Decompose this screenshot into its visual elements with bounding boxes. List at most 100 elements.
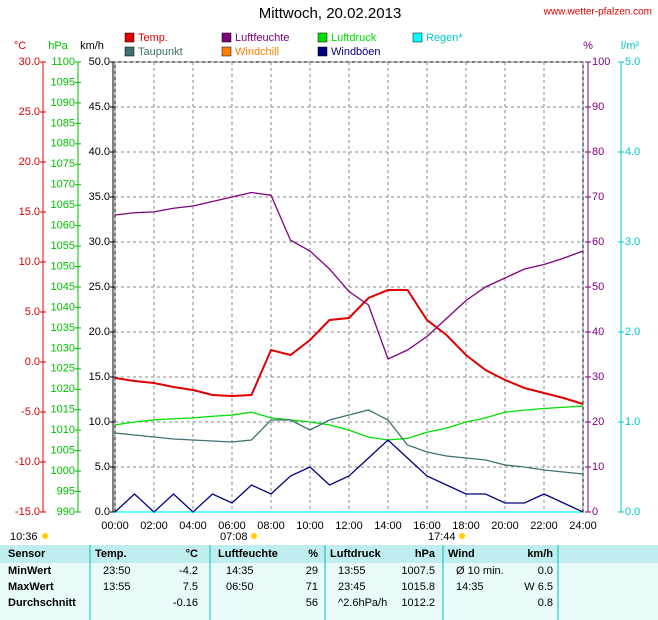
y-tick-label: 30.0 [89, 236, 110, 248]
series-line [114, 439, 584, 513]
table-header: Luftdruck [330, 548, 382, 560]
x-tick-label: 00:00 [101, 520, 129, 532]
table-header-bg [0, 545, 658, 563]
x-tick-label: 06:00 [218, 520, 246, 532]
y-tick-label: 5.0 [25, 306, 40, 318]
y-tick-label: 1.0 [625, 416, 640, 428]
y-tick-label: 20.0 [89, 326, 110, 338]
y-tick-label: 3.0 [625, 236, 640, 248]
y-tick-label: 1045 [51, 281, 75, 293]
table-header: Temp. [95, 548, 127, 560]
y-tick-label: 1015 [51, 404, 75, 416]
x-tick-label: 16:00 [413, 520, 441, 532]
x-tick-label: 12:00 [335, 520, 363, 532]
y-tick-label: 60 [592, 236, 604, 248]
source: www.wetter-pfalzen.com [543, 7, 652, 18]
y-tick-label: 25.0 [19, 106, 40, 118]
legend-swatch [412, 32, 423, 43]
y-tick-label: 40 [592, 326, 604, 338]
axis-unit: l/m² [621, 40, 640, 52]
table-cell: 29 [306, 565, 318, 577]
y-tick-label: 1065 [51, 199, 75, 211]
y-tick-label: 4.0 [625, 146, 640, 158]
table-cell: MinWert [8, 565, 52, 577]
y-tick-label: 80 [592, 146, 604, 158]
y-tick-label: -10.0 [15, 456, 40, 468]
y-tick-label: 1090 [51, 97, 75, 109]
x-tick-label: 04:00 [179, 520, 207, 532]
x-tick-label: 14:00 [374, 520, 402, 532]
y-tick-label: 35.0 [89, 191, 110, 203]
y-tick-label: 25.0 [89, 281, 110, 293]
legend-swatch [221, 32, 232, 43]
table-header: km/h [527, 548, 553, 560]
y-tick-label: 50.0 [89, 56, 110, 68]
sunrise: 07:08 [220, 531, 248, 543]
table-header: Luftfeuchte [218, 548, 278, 560]
series-line [114, 191, 584, 360]
y-tick-label: 0.0 [95, 506, 110, 518]
table-header: Sensor [8, 548, 46, 560]
table-cell: 14:35 [456, 581, 484, 593]
axis-unit: km/h [80, 40, 104, 52]
legend-swatch [221, 46, 232, 57]
table-header: Wind [448, 548, 475, 560]
sunset: 17:44 [428, 531, 456, 543]
table-cell: 71 [306, 581, 318, 593]
y-tick-label: 0.0 [625, 506, 640, 518]
y-tick-label: 15.0 [19, 206, 40, 218]
series-line [114, 289, 584, 405]
y-tick-label: 5.0 [625, 56, 640, 68]
table-cell: Ø 10 min. [456, 565, 504, 577]
y-tick-label: 1035 [51, 322, 75, 334]
table-header: °C [186, 548, 198, 560]
y-tick-label: 1000 [51, 465, 75, 477]
y-tick-label: 2.0 [625, 326, 640, 338]
table-cell: 1007.5 [401, 565, 435, 577]
table-header: hPa [415, 548, 436, 560]
y-tick-label: 1010 [51, 424, 75, 436]
axis-unit: hPa [48, 40, 68, 52]
sun-icon [459, 533, 465, 539]
table-cell: -4.2 [179, 565, 198, 577]
y-tick-label: 50 [592, 281, 604, 293]
table-cell: 06:50 [226, 581, 254, 593]
series-line [114, 405, 584, 441]
legend-label: Temp. [138, 32, 168, 44]
table-cell: ^2.6hPa/h [338, 597, 387, 609]
y-tick-label: 1080 [51, 138, 75, 150]
legend-label: Luftfeuchte [235, 32, 289, 44]
table-cell: 56 [306, 597, 318, 609]
legend-swatch [124, 32, 135, 43]
table-cell: 0.0 [538, 565, 553, 577]
y-tick-label: 30 [592, 371, 604, 383]
x-tick-label: 18:00 [452, 520, 480, 532]
y-tick-label: 20 [592, 416, 604, 428]
y-tick-label: 990 [57, 506, 75, 518]
x-tick-label: 10:00 [296, 520, 324, 532]
x-tick-label: 02:00 [140, 520, 168, 532]
now-time: 10:36 [10, 531, 38, 543]
y-tick-label: 10 [592, 461, 604, 473]
x-tick-label: 24:00 [569, 520, 597, 532]
y-tick-label: 1055 [51, 240, 75, 252]
y-tick-label: 1030 [51, 342, 75, 354]
legend-label: Windchill [235, 46, 279, 58]
legend-label: Windböen [331, 46, 381, 58]
y-tick-label: 70 [592, 191, 604, 203]
sun-icon [42, 533, 48, 539]
y-tick-label: 1100 [51, 56, 75, 68]
table-cell: 14:35 [226, 565, 254, 577]
y-tick-label: 1060 [51, 220, 75, 232]
y-tick-label: 90 [592, 101, 604, 113]
x-tick-label: 08:00 [257, 520, 285, 532]
y-tick-label: 995 [57, 485, 75, 497]
table-cell: W 6.5 [524, 581, 553, 593]
y-tick-label: 1070 [51, 179, 75, 191]
y-tick-label: 5.0 [95, 461, 110, 473]
x-tick-label: 22:00 [530, 520, 558, 532]
y-tick-label: -5.0 [21, 406, 40, 418]
y-tick-label: 0.0 [25, 356, 40, 368]
y-tick-label: 1040 [51, 301, 75, 313]
legend-swatch [124, 46, 135, 57]
